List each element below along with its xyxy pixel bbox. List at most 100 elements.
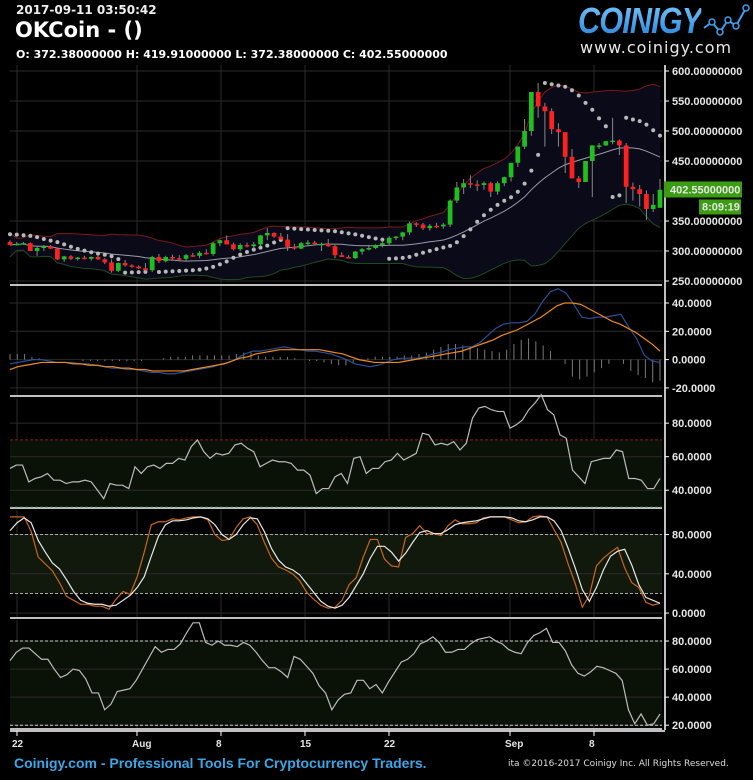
psar-dot <box>556 83 561 88</box>
candle-body <box>610 140 615 143</box>
candle-body <box>623 145 629 187</box>
candle-body <box>617 140 622 146</box>
psar-dot <box>481 213 486 218</box>
x-axis-label: 8 <box>216 739 222 750</box>
candle-body <box>224 240 230 245</box>
osc-pane <box>9 622 662 726</box>
psar-dot <box>407 254 412 259</box>
candle-body <box>529 92 534 131</box>
stoch-pane <box>9 515 662 614</box>
psar-dot <box>610 195 615 199</box>
x-axis-label: 22 <box>12 739 24 750</box>
psar-dot <box>156 270 161 274</box>
psar-dot <box>184 268 189 273</box>
psar-dot <box>590 107 595 112</box>
psar-dot <box>143 269 148 274</box>
candle-body <box>285 239 290 247</box>
candle-body <box>143 268 148 271</box>
psar-dot <box>62 242 67 247</box>
logo-chart-icon <box>703 4 750 36</box>
psar-dot <box>461 234 466 239</box>
band-zone <box>10 641 662 726</box>
candle-body <box>488 183 494 192</box>
psar-dot <box>563 84 568 89</box>
candle-body <box>48 246 53 249</box>
psar-dot <box>238 252 243 257</box>
candle-body <box>589 145 595 161</box>
candle-body <box>312 242 318 245</box>
candle-body <box>637 189 643 194</box>
candle-body <box>41 246 47 248</box>
candle-body <box>217 240 223 244</box>
stoch-pane-axis-label: 40.0000 <box>672 569 712 581</box>
candle-body <box>176 258 182 260</box>
psar-dot <box>346 231 351 236</box>
candle-body <box>583 161 588 182</box>
candle-body <box>440 224 446 227</box>
candle-body <box>454 187 460 201</box>
psar-dot <box>373 236 378 241</box>
psar-dot <box>502 198 507 203</box>
psar-dot <box>272 240 277 245</box>
psar-dot <box>380 237 385 242</box>
osc-pane-axis-label: 20.0000 <box>672 720 712 732</box>
candle-body <box>352 251 358 259</box>
coinigy-logo: COINIGY www.coinigy.com <box>578 0 753 60</box>
psar-dot <box>116 257 121 262</box>
psar-dot <box>644 122 649 127</box>
candle-body <box>27 243 33 251</box>
candle-body <box>278 236 284 240</box>
price-axis-label: 550.00000000 <box>672 96 742 108</box>
candle-body <box>481 183 487 185</box>
candle-body <box>542 106 548 112</box>
psar-dot <box>197 267 202 272</box>
candle-body <box>603 141 609 146</box>
candle-body <box>427 225 433 229</box>
candle-body <box>596 145 602 147</box>
psar-dot <box>658 133 662 138</box>
psar-dot <box>583 100 588 105</box>
psar-dot <box>136 270 141 275</box>
candle-body <box>319 243 324 246</box>
psar-dot <box>597 116 602 121</box>
candle-body <box>562 132 568 157</box>
psar-dot <box>35 235 40 240</box>
candle-body <box>298 243 304 249</box>
countdown-label: 8:09:19 <box>702 201 740 213</box>
candle-body <box>156 257 162 262</box>
candle-body <box>366 248 372 250</box>
candle-body <box>393 236 399 239</box>
psar-dot <box>109 254 114 259</box>
psar-dot <box>75 246 80 251</box>
psar-dot <box>515 189 520 194</box>
psar-dot <box>251 247 256 252</box>
psar-dot <box>217 262 222 267</box>
psar-dot <box>522 181 527 186</box>
last-price-badge <box>664 181 742 198</box>
psar-dot <box>21 233 26 238</box>
psar-dot <box>48 238 53 243</box>
psar-dot <box>549 82 554 87</box>
candle-body <box>258 235 263 245</box>
psar-dot <box>387 256 392 261</box>
candle-body <box>400 232 406 237</box>
candle-body <box>325 243 331 247</box>
candle-body <box>210 243 216 254</box>
psar-dot <box>448 243 453 248</box>
psar-dot <box>258 245 263 250</box>
psar-dot <box>244 249 249 254</box>
osc-pane-axis-label: 60.0000 <box>672 664 712 676</box>
last-price-label: 402.55000000 <box>670 184 740 196</box>
logo-brand: COINIGY <box>578 0 702 41</box>
psar-dot <box>576 93 581 98</box>
candle-body <box>413 223 419 225</box>
candle-body <box>170 257 175 259</box>
x-axis-label: Aug <box>132 739 151 750</box>
series-d <box>9 516 661 609</box>
psar-dot <box>123 270 128 275</box>
candle-body <box>197 252 202 256</box>
rsi-pane-axis-label: 80.0000 <box>672 418 712 430</box>
psar-dot <box>637 119 642 124</box>
macd-pane-axis-label: 20.0000 <box>672 326 712 338</box>
candle-body <box>7 242 13 245</box>
